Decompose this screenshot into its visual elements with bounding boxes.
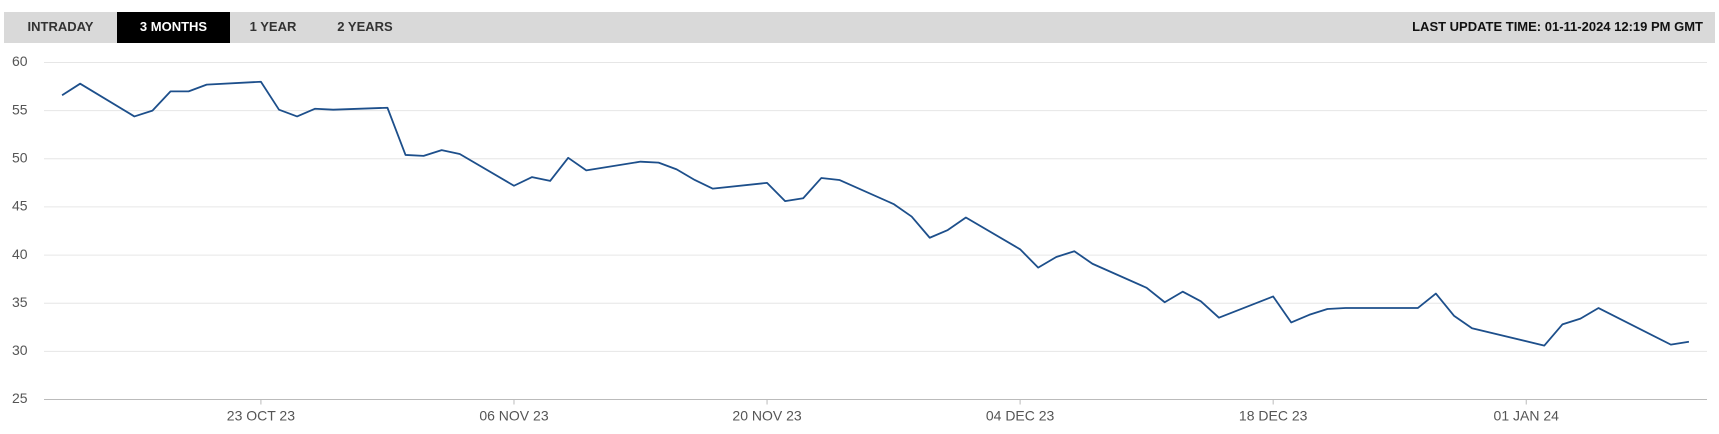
- x-tick-label: 06 NOV 23: [479, 408, 548, 424]
- tab-bar: [4, 12, 1715, 43]
- tab[interactable]: 3 MONTHS: [140, 19, 208, 34]
- y-tick-label: 60: [12, 53, 28, 69]
- y-tick-label: 40: [12, 246, 28, 262]
- y-tick-label: 30: [12, 342, 28, 358]
- tab-active-bg: [117, 12, 230, 43]
- y-tick-label: 25: [12, 390, 28, 406]
- x-tick-label: 18 DEC 23: [1239, 408, 1308, 424]
- tab[interactable]: INTRADAY: [28, 19, 94, 34]
- x-tick-label: 01 JAN 24: [1494, 408, 1560, 424]
- y-tick-label: 45: [12, 198, 28, 214]
- x-tick-label: 20 NOV 23: [732, 408, 801, 424]
- tab[interactable]: 1 YEAR: [250, 19, 297, 34]
- last-update: LAST UPDATE TIME: 01-11-2024 12:19 PM GM…: [1412, 19, 1703, 34]
- price-line: [61, 80, 1690, 347]
- tab[interactable]: 2 YEARS: [337, 19, 393, 34]
- x-tick-label: 23 OCT 23: [227, 408, 295, 424]
- y-tick-label: 50: [12, 149, 28, 165]
- x-tick-label: 04 DEC 23: [986, 408, 1055, 424]
- y-tick-label: 55: [12, 101, 28, 117]
- y-tick-label: 35: [12, 294, 28, 310]
